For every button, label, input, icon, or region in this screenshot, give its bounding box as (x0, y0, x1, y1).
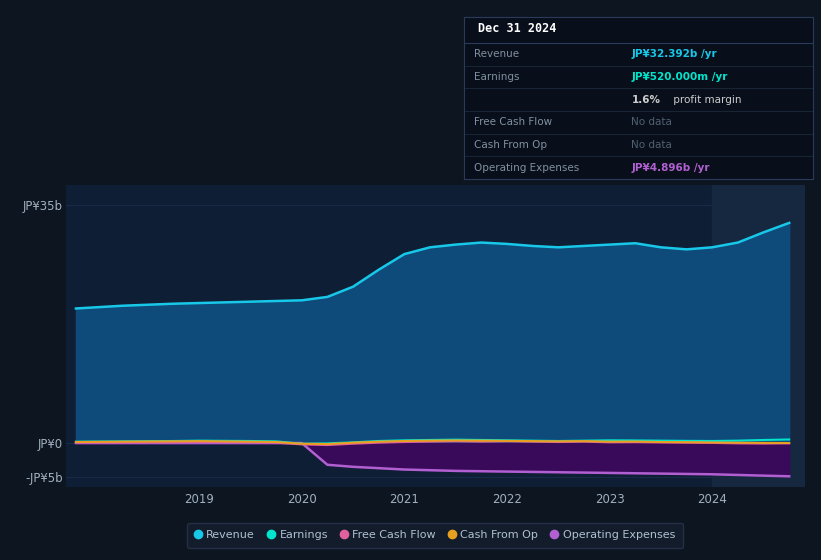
Text: JP¥520.000m /yr: JP¥520.000m /yr (631, 72, 727, 82)
Text: 1.6%: 1.6% (631, 95, 660, 105)
Text: Free Cash Flow: Free Cash Flow (475, 118, 553, 127)
Legend: Revenue, Earnings, Free Cash Flow, Cash From Op, Operating Expenses: Revenue, Earnings, Free Cash Flow, Cash … (187, 522, 683, 548)
Text: Cash From Op: Cash From Op (475, 140, 548, 150)
Text: Dec 31 2024: Dec 31 2024 (478, 22, 556, 35)
Text: JP¥4.896b /yr: JP¥4.896b /yr (631, 163, 710, 173)
Text: Earnings: Earnings (475, 72, 520, 82)
Text: JP¥32.392b /yr: JP¥32.392b /yr (631, 49, 717, 59)
Text: profit margin: profit margin (671, 95, 742, 105)
Text: No data: No data (631, 118, 672, 127)
Text: Operating Expenses: Operating Expenses (475, 163, 580, 173)
Text: No data: No data (631, 140, 672, 150)
Text: Revenue: Revenue (475, 49, 520, 59)
Bar (712, 185, 805, 487)
